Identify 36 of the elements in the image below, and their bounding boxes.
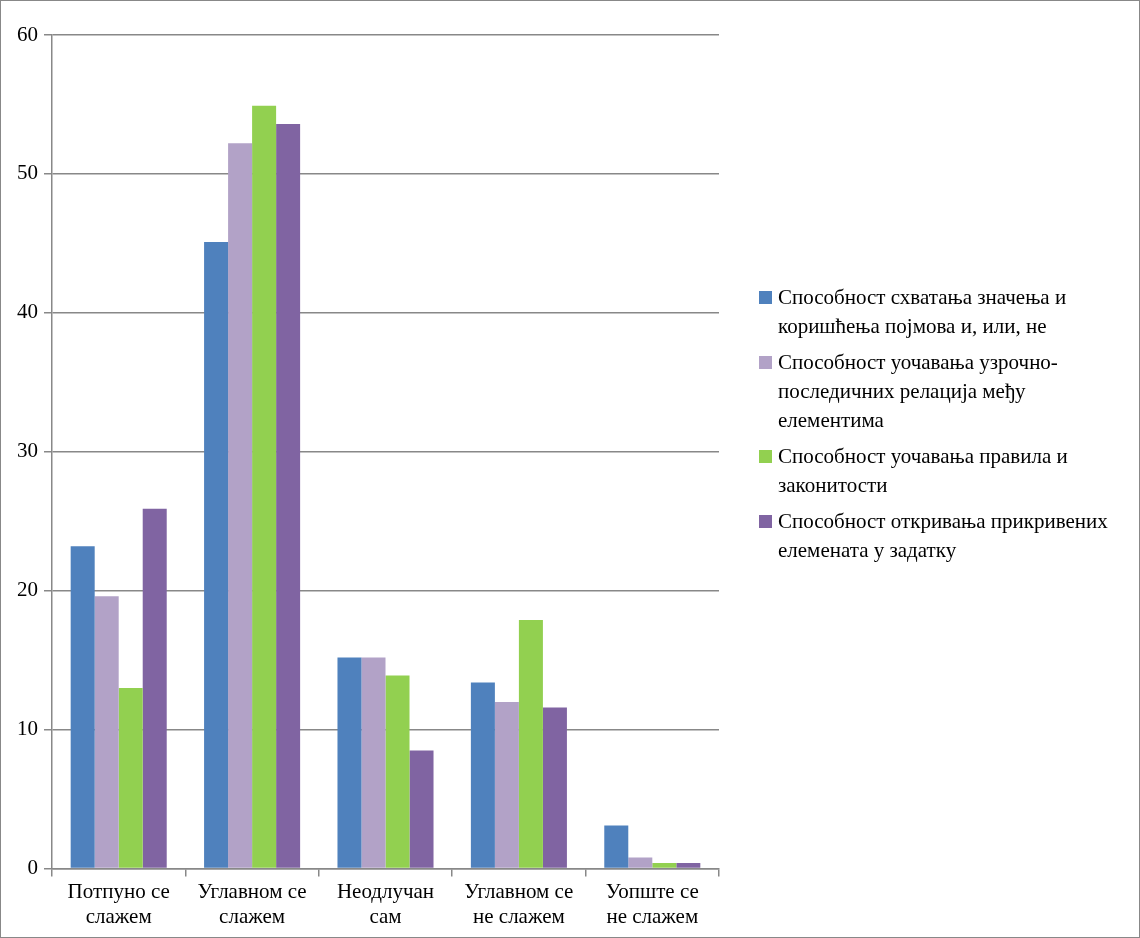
x-tick-label: Углавном се не слажем [464,878,574,928]
bar [676,863,701,868]
y-tick-label: 60 [17,21,38,46]
bar [604,825,629,868]
bar [94,596,119,868]
bar [542,707,567,868]
bar [409,750,434,868]
bar [276,123,301,868]
bar [518,619,543,868]
bar [385,675,410,868]
bar [337,657,362,868]
x-tick-label: Неодлучан сам [336,878,435,928]
bar [628,857,653,868]
y-tick-label: 30 [17,438,38,463]
legend-label: Способност схватања значења и коришћења појмова и, или, не [778,284,1068,340]
bar [361,657,386,868]
y-tick-label: 10 [17,716,38,741]
bar [118,687,143,868]
legend-label: Способност уочавања правила и законитости [778,443,1069,499]
x-tick-label: Углавном се слажем [197,878,307,928]
y-tick-label: 40 [17,299,38,324]
y-tick-label: 50 [17,160,38,185]
bar [652,863,677,868]
legend-label: Способност откривања прикривених елемената у задатку [778,508,1109,564]
x-tick-label: Потпуно се слажем [67,878,170,928]
bar [228,143,253,868]
y-tick-label: 0 [27,855,38,880]
bar [142,508,167,868]
bar [494,701,519,868]
x-tick-label: Уопште се не слажем [605,878,699,928]
y-tick-label: 20 [17,577,38,602]
bar [70,546,95,868]
bar [252,105,277,868]
bar [204,242,229,868]
bar [470,682,495,868]
legend-label: Способност уочавања узрочно-последичних релација међу елементима [778,349,1059,434]
